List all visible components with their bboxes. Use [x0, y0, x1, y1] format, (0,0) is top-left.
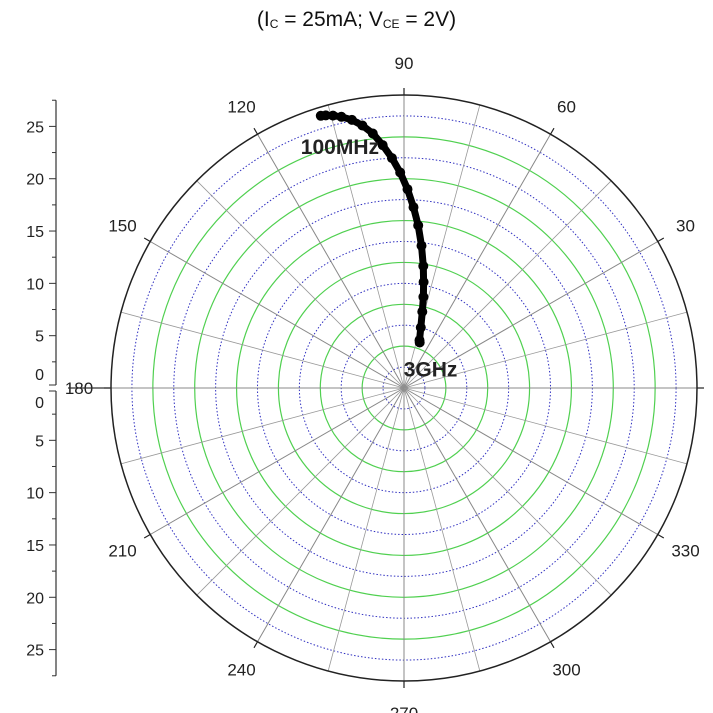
radial-tick-label: 20 [26, 590, 44, 607]
series-point [408, 202, 419, 213]
grid-spoke [120, 387, 405, 465]
angle-tick-labels: 0306090120150180210240270300330 [65, 54, 700, 713]
radial-tick-label: 10 [26, 276, 44, 293]
angle-tick-label: 150 [108, 217, 136, 236]
series-point [416, 240, 427, 251]
chart-title: (IC = 25mA; VCE = 2V) [0, 8, 713, 32]
radial-tick-label: 20 [26, 172, 44, 189]
series-point [418, 277, 429, 287]
title-part: = 2V) [399, 8, 457, 31]
radial-axis: 0 5 10 15 20 25 0 5 10 15 20 25 [26, 99, 111, 677]
angle-tick-label: 90 [395, 54, 414, 73]
grid-spoke [150, 241, 405, 389]
series-point [413, 220, 424, 231]
angle-tick [549, 641, 555, 649]
grid-spoke [403, 134, 551, 389]
series-point [346, 114, 357, 125]
radial-tick-label: 25 [26, 643, 44, 660]
title-part: = 25mA; V [278, 8, 383, 31]
series-point [367, 128, 378, 139]
angle-tick-label: 210 [108, 542, 136, 561]
grid-spoke [120, 311, 405, 389]
annotation-label: 3GHz [404, 359, 458, 382]
series-point [357, 120, 368, 131]
grid-spoke [327, 104, 405, 389]
grid-spoke [403, 387, 658, 535]
series-point [320, 110, 331, 121]
data-series [315, 110, 429, 348]
radial-tick-label: 0 [35, 395, 44, 412]
radial-tick-label: 15 [26, 538, 44, 555]
grid-spoke [150, 387, 405, 535]
grid-spoke [403, 104, 481, 389]
radial-tick-label: 10 [26, 486, 44, 503]
title-subscript-ce: CE [382, 17, 400, 31]
series-point [418, 291, 429, 302]
radial-tick-label: 5 [35, 433, 44, 450]
angle-tick-label: 330 [671, 542, 699, 561]
radial-tick-label: 5 [35, 329, 44, 346]
series-point [402, 184, 413, 195]
angle-tick [253, 127, 259, 135]
grid-spoke [257, 134, 405, 389]
grid-spoke [403, 387, 688, 465]
angle-tick [657, 533, 665, 539]
grid-spoke [403, 387, 612, 596]
series-point [395, 167, 406, 178]
title-subscript-c: C [269, 17, 279, 31]
grid-spoke [403, 311, 688, 389]
radial-tick-label: 15 [26, 224, 44, 241]
series-point [417, 306, 428, 317]
angle-tick-label: 60 [557, 98, 576, 117]
title-part: (I [256, 8, 270, 31]
series-point [415, 322, 426, 333]
angle-tick [657, 237, 665, 243]
polar-grid [111, 95, 697, 681]
series-point [387, 153, 397, 164]
angle-tick [549, 127, 555, 135]
angle-tick [143, 237, 151, 243]
grid-spoke [403, 241, 658, 389]
angle-tick-label: 240 [227, 661, 255, 680]
grid-spoke [196, 387, 405, 596]
grid-spoke [327, 387, 405, 672]
radial-tick-label: 25 [26, 119, 44, 136]
series-point [328, 110, 338, 121]
grid-spoke [403, 387, 551, 642]
angle-tick-label: 300 [552, 661, 580, 680]
series-point [418, 261, 429, 271]
angle-tick-label: 30 [676, 217, 695, 236]
radial-tick-label: 0 [35, 367, 44, 384]
grid-spoke [196, 180, 405, 389]
grid-spoke [257, 387, 405, 642]
series-point [414, 337, 425, 348]
annotation-label: 100MHz [301, 136, 379, 159]
series-point [377, 140, 388, 151]
angle-tick [143, 533, 151, 539]
angle-tick [253, 641, 259, 649]
angle-tick-label: 120 [227, 98, 255, 117]
series-point [336, 111, 347, 122]
annotations: 100MHz 3GHz [301, 136, 458, 382]
grid-spoke [403, 180, 612, 389]
angle-tick-label: 270 [390, 704, 418, 713]
grid-spoke [403, 387, 481, 672]
